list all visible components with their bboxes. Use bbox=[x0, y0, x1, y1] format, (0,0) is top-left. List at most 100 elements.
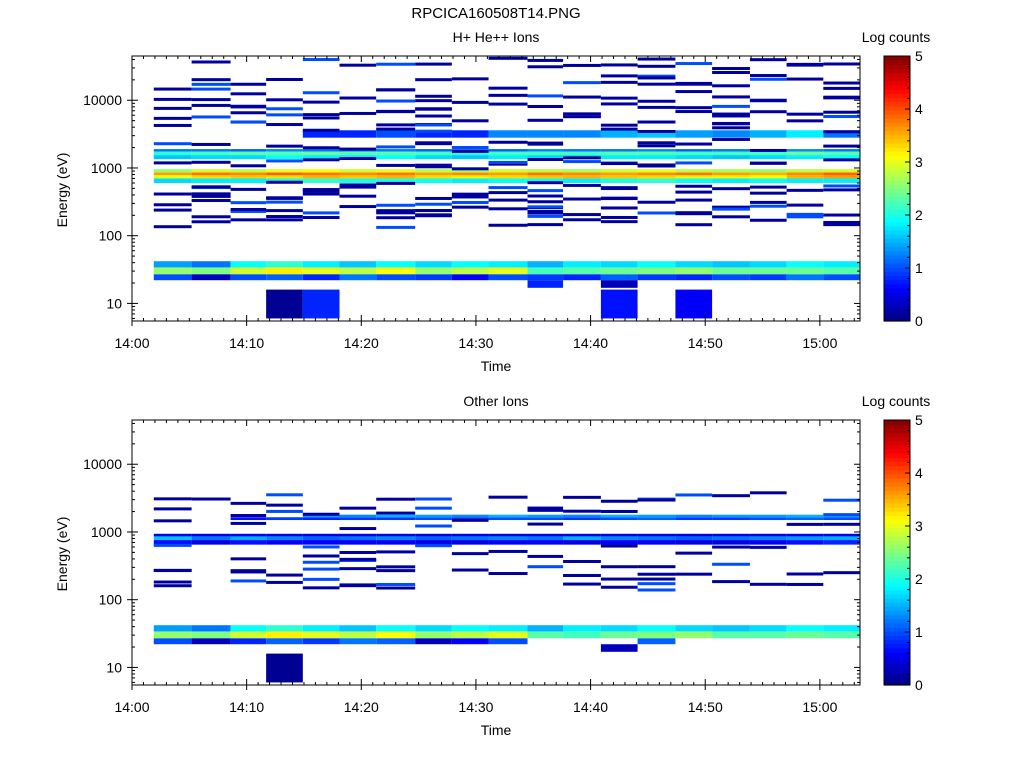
heatmap-cell bbox=[191, 638, 231, 645]
colorbar-segment bbox=[884, 221, 910, 227]
heatmap-cell bbox=[712, 261, 750, 268]
sparse-cell bbox=[451, 192, 489, 196]
heatmap-cell bbox=[415, 625, 452, 632]
sparse-cell bbox=[749, 218, 787, 222]
heatmap-cell bbox=[153, 625, 192, 632]
sparse-cell bbox=[712, 67, 750, 71]
x-tick-label: 14:20 bbox=[344, 335, 379, 351]
colorbar-segment bbox=[884, 271, 910, 277]
heatmap-cell bbox=[230, 540, 267, 545]
sparse-cell bbox=[823, 213, 860, 217]
colorbar-segment bbox=[884, 465, 910, 471]
sparse-cell bbox=[415, 94, 452, 98]
x-tick-label: 14:50 bbox=[688, 335, 723, 351]
heatmap-cell bbox=[266, 151, 303, 156]
sparse-cell bbox=[563, 160, 601, 164]
axes: 14:00 14:10 14:20 14:30 14:40 14:50 15:00 10 100… bbox=[83, 419, 861, 715]
colorbar-segment bbox=[884, 585, 910, 591]
colorbar-segment bbox=[884, 560, 910, 566]
colorbar-segment bbox=[884, 643, 910, 649]
sparse-cell bbox=[415, 544, 452, 548]
heatmap-cells bbox=[153, 130, 860, 319]
sparse-cell bbox=[527, 94, 564, 98]
axes: 14:00 14:10 14:20 14:30 14:40 14:50 15:00 10 100… bbox=[83, 55, 861, 351]
heatmap-cell bbox=[600, 625, 638, 632]
heatmap-cell bbox=[266, 631, 303, 639]
sparse-cell bbox=[376, 123, 416, 127]
heatmap-cell bbox=[415, 267, 452, 275]
sparse-cell bbox=[749, 204, 787, 208]
heatmap-cell bbox=[451, 514, 489, 518]
sparse-cell bbox=[823, 223, 860, 227]
colorbar-segment bbox=[884, 113, 910, 119]
heatmap-cell bbox=[266, 289, 303, 319]
sparse-cell bbox=[376, 88, 416, 92]
heatmap-cell bbox=[302, 155, 340, 160]
heatmap-cell bbox=[823, 267, 860, 275]
sparse-cell bbox=[712, 545, 750, 549]
sparse-cell bbox=[712, 580, 750, 584]
heatmap-cell bbox=[823, 540, 860, 545]
colorbar-segment bbox=[884, 167, 910, 173]
heatmap-cell bbox=[339, 631, 377, 639]
heatmap-cell bbox=[266, 267, 303, 275]
heatmap-cell bbox=[230, 155, 267, 160]
heatmap-cell bbox=[488, 267, 528, 275]
sparse-cell bbox=[451, 552, 489, 556]
sparse-cell bbox=[339, 567, 377, 571]
heatmap-cell bbox=[823, 261, 860, 268]
heatmap-cell bbox=[339, 169, 377, 173]
sparse-cell bbox=[339, 183, 377, 187]
sparse-cell bbox=[230, 557, 267, 561]
sparse-cell bbox=[786, 522, 824, 526]
sparse-cell bbox=[527, 565, 564, 569]
sparse-cell bbox=[637, 572, 676, 576]
colorbar-segment bbox=[884, 192, 910, 198]
sparse-cell bbox=[563, 156, 601, 160]
sparse-cell bbox=[302, 113, 340, 117]
heatmap-cell bbox=[415, 130, 452, 138]
colorbar-tick-label: 3 bbox=[915, 518, 923, 534]
x-tick-label: 14:10 bbox=[229, 699, 264, 715]
x-tick-label: 14:40 bbox=[573, 699, 608, 715]
colorbar-segment bbox=[884, 246, 910, 252]
heatmap-cell bbox=[266, 175, 303, 179]
sparse-cell bbox=[527, 194, 564, 198]
heatmap-cell bbox=[415, 151, 452, 156]
sparse-cell bbox=[415, 114, 452, 118]
sparse-cell bbox=[376, 225, 416, 229]
colorbar-frame bbox=[883, 419, 911, 686]
sparse-cell bbox=[637, 211, 676, 215]
heatmap-cell bbox=[302, 261, 340, 268]
x-tick-label: 14:00 bbox=[114, 335, 149, 351]
sparse-cell bbox=[823, 96, 860, 100]
heatmap-cell bbox=[675, 149, 713, 152]
heatmap-cell bbox=[675, 289, 713, 319]
sparse-cell bbox=[230, 501, 267, 505]
heatmap-cell bbox=[637, 274, 676, 281]
sparse-cell bbox=[749, 58, 787, 62]
heatmap-cell bbox=[600, 130, 638, 138]
heatmap-cell bbox=[230, 175, 267, 179]
sparse-cell bbox=[527, 211, 564, 215]
colorbar-segment bbox=[884, 440, 910, 446]
colorbar-segment bbox=[884, 209, 910, 214]
heatmap-cell bbox=[749, 169, 787, 173]
heatmap-cell bbox=[230, 151, 267, 156]
sparse-cell bbox=[637, 588, 676, 592]
colorbar-segment bbox=[884, 287, 910, 293]
heatmap-cell bbox=[153, 175, 192, 179]
heatmap-cell bbox=[823, 175, 860, 179]
colorbar-segment bbox=[884, 647, 910, 653]
sparse-cell bbox=[712, 207, 750, 211]
heatmap-cell bbox=[712, 130, 750, 138]
sparse-cell bbox=[153, 192, 192, 196]
heatmap-cell bbox=[786, 261, 824, 268]
heatmap-cell bbox=[600, 536, 638, 541]
sparse-cell bbox=[153, 580, 192, 584]
sparse-cell bbox=[637, 144, 676, 148]
colorbar-segment bbox=[884, 84, 910, 90]
heatmap-cell bbox=[488, 149, 528, 152]
heatmap-cell bbox=[302, 172, 340, 176]
